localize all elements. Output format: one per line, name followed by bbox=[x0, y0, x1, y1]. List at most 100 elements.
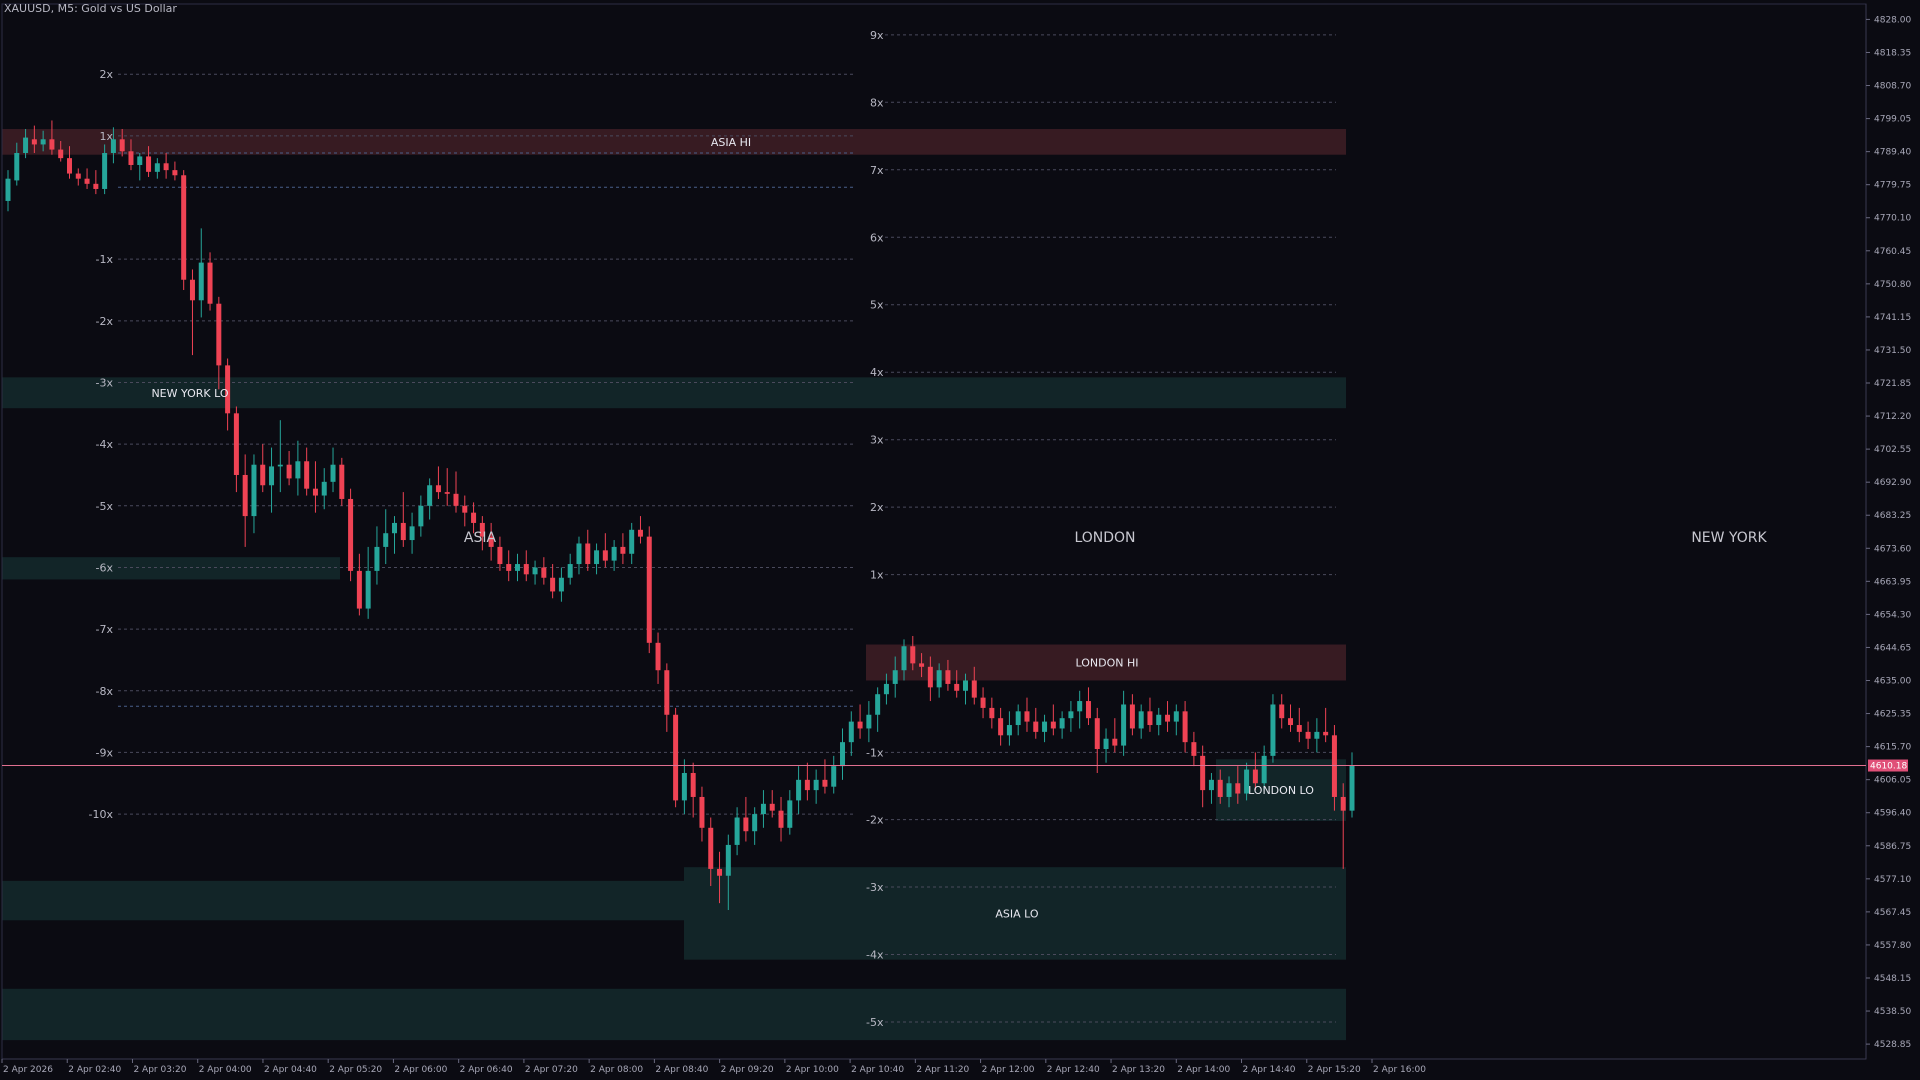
time-tick-label: 2 Apr 12:00 bbox=[982, 1065, 1035, 1075]
ny_projection-level-label: -9x bbox=[96, 746, 114, 759]
time-tick-label: 2 Apr 15:20 bbox=[1308, 1065, 1361, 1075]
bull-candle bbox=[514, 564, 520, 571]
bull-candle bbox=[1121, 704, 1127, 746]
bear-candle bbox=[400, 522, 406, 541]
bull-candle bbox=[875, 694, 881, 715]
bull-candle bbox=[681, 772, 687, 801]
level-labels: ASIA LONDON NEW YORK ASIA HI NEW YORK LO LOND… bbox=[151, 136, 1767, 920]
asia_projection-level-label: 9x bbox=[870, 29, 884, 42]
bear-candle bbox=[189, 279, 195, 301]
price-tick-label: 4654.30 bbox=[1874, 610, 1911, 620]
ny_projection-level-label: -6x bbox=[96, 561, 114, 574]
bear-candle bbox=[233, 413, 239, 475]
bull-candle bbox=[321, 481, 327, 496]
session-new-york: NEW YORK bbox=[1691, 530, 1767, 546]
bull-candle bbox=[1059, 718, 1065, 729]
bull-candle bbox=[796, 779, 802, 801]
ny_projection-level-label: -3x bbox=[96, 376, 114, 389]
level-label-london-lo: LONDON LO bbox=[1248, 784, 1314, 797]
price-tick-label: 4741.15 bbox=[1874, 313, 1911, 323]
price-tick-label: 4586.75 bbox=[1874, 842, 1911, 852]
time-tick-label: 2 Apr 08:40 bbox=[655, 1065, 708, 1075]
bear-candle bbox=[655, 642, 661, 671]
session-zones bbox=[2, 129, 1346, 1041]
time-tick-label: 2 Apr 06:00 bbox=[394, 1065, 447, 1075]
bull-candle bbox=[1261, 755, 1267, 784]
bull-candle bbox=[154, 163, 160, 172]
bear-candle bbox=[971, 680, 977, 698]
bull-candle bbox=[102, 153, 108, 189]
price-tick-label: 4760.45 bbox=[1874, 247, 1911, 257]
bear-candle bbox=[743, 817, 749, 832]
candles bbox=[5, 120, 1355, 910]
bull-candle bbox=[892, 670, 898, 684]
bull-candle bbox=[383, 533, 389, 547]
bear-candle bbox=[1165, 714, 1171, 722]
bull-candle bbox=[752, 814, 758, 832]
bear-candle bbox=[488, 536, 494, 547]
bear-candle bbox=[312, 488, 318, 496]
time-tick-label: 2 Apr 2026 bbox=[3, 1065, 53, 1075]
price-tick-label: 4702.55 bbox=[1874, 445, 1911, 455]
bear-candle bbox=[1305, 731, 1311, 739]
bull-candle bbox=[760, 803, 766, 815]
bull-candle bbox=[936, 670, 942, 688]
bear-candle bbox=[58, 149, 64, 159]
bear-candle bbox=[1085, 701, 1091, 719]
ny_projection-level-label: 1x bbox=[99, 130, 113, 143]
bear-candle bbox=[664, 670, 670, 715]
time-tick-label: 2 Apr 16:00 bbox=[1373, 1065, 1426, 1075]
bear-candle bbox=[822, 779, 828, 787]
asia_projection-level-label: 3x bbox=[870, 434, 884, 447]
price-tick-label: 4577.10 bbox=[1874, 875, 1911, 885]
bull-candle bbox=[532, 567, 538, 575]
time-tick-label: 2 Apr 02:40 bbox=[68, 1065, 121, 1075]
bull-candle bbox=[251, 464, 257, 517]
time-tick-label: 2 Apr 04:00 bbox=[199, 1065, 252, 1075]
bear-candle bbox=[919, 663, 925, 667]
time-tick-label: 2 Apr 08:00 bbox=[590, 1065, 643, 1075]
level-label-london-hi: LONDON HI bbox=[1076, 657, 1139, 670]
bear-candle bbox=[146, 156, 152, 172]
time-tick-label: 2 Apr 07:20 bbox=[525, 1065, 578, 1075]
price-tick-label: 4567.45 bbox=[1874, 908, 1911, 918]
london_projection-level-label: -3x bbox=[866, 881, 884, 894]
bear-candle bbox=[444, 492, 450, 494]
axes: 4828.00 4818.35 4808.70 4799.05 4789.40 4779.… bbox=[1, 3, 1911, 1075]
bull-candle bbox=[14, 153, 20, 181]
bull-candle bbox=[962, 680, 968, 691]
bear-candle bbox=[1279, 704, 1285, 719]
bear-candle bbox=[1217, 779, 1223, 797]
bull-candle bbox=[137, 156, 143, 165]
ny_projection-level-label: -2x bbox=[96, 315, 114, 328]
session-london: LONDON bbox=[1074, 530, 1135, 546]
price-tick-label: 4606.05 bbox=[1874, 776, 1911, 786]
bear-candle bbox=[1200, 755, 1206, 791]
price-tick-label: 4789.40 bbox=[1874, 148, 1911, 158]
price-tick-label: 4673.60 bbox=[1874, 544, 1911, 554]
bear-candle bbox=[163, 163, 169, 171]
bear-candle bbox=[207, 262, 213, 304]
bull-candle bbox=[1068, 711, 1074, 719]
bear-candle bbox=[602, 550, 608, 561]
bear-candle bbox=[497, 546, 503, 565]
bull-candle bbox=[374, 546, 380, 571]
bear-candle bbox=[1129, 704, 1135, 729]
asia_projection-level-label: 4x bbox=[870, 366, 884, 379]
current-price-badge bbox=[1868, 759, 1908, 772]
bull-candle bbox=[198, 262, 204, 301]
bear-candle bbox=[1235, 783, 1241, 794]
ny_projection-level-label: 2x bbox=[99, 68, 113, 81]
current-price-label: 4610.18 bbox=[1870, 762, 1907, 772]
bull-candle bbox=[734, 817, 740, 845]
bear-candle bbox=[75, 173, 81, 179]
bear-candle bbox=[910, 646, 916, 664]
bear-candle bbox=[927, 666, 933, 688]
asia_projection-level-label: 1x bbox=[870, 569, 884, 582]
price-tick-label: 4818.35 bbox=[1874, 48, 1911, 58]
bull-candle bbox=[1349, 765, 1355, 811]
bear-candle bbox=[225, 365, 231, 414]
price-tick-label: 4663.95 bbox=[1874, 577, 1911, 587]
